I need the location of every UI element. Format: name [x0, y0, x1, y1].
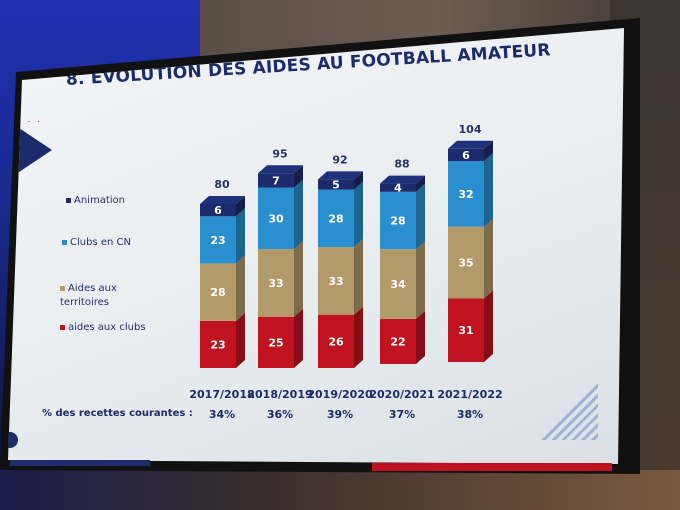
- data-label: 28: [328, 212, 343, 225]
- bar-segment-side: [236, 208, 245, 264]
- bar-segment: [380, 191, 416, 250]
- bar-segment: [318, 314, 354, 368]
- bar-top-face: [318, 171, 363, 180]
- bar-segment: [318, 189, 354, 248]
- legend-item-aides-aux-territoires: Aides aux territoires: [60, 283, 117, 308]
- total-label: 92: [332, 153, 347, 166]
- bar-segment: [258, 316, 294, 368]
- percent-label: 36%: [267, 408, 293, 421]
- bar-segment-side: [484, 290, 493, 362]
- data-label: 33: [268, 277, 283, 290]
- bar-segment-side: [416, 183, 425, 250]
- category-label: 2017/2018: [189, 388, 254, 401]
- bar-segment-side: [354, 239, 363, 315]
- bar-segment: [200, 204, 236, 217]
- percent-label: 37%: [389, 408, 415, 421]
- legend-swatch: [60, 325, 65, 330]
- bar-segment: [258, 187, 294, 250]
- data-label: 23: [210, 338, 225, 351]
- category-label: 2021/2022: [437, 388, 502, 401]
- data-label: 6: [214, 204, 222, 217]
- bar-segment-side: [354, 306, 363, 368]
- percent-label: 34%: [209, 408, 235, 421]
- data-label: 28: [390, 215, 405, 228]
- legend-swatch: [66, 198, 71, 203]
- fff-crest-icon: [8, 432, 18, 448]
- total-label: 88: [394, 158, 409, 171]
- bar-segment-side: [416, 241, 425, 319]
- data-label: 33: [328, 275, 343, 288]
- bar-top-face: [380, 175, 425, 184]
- data-label: 26: [328, 335, 344, 348]
- bar-top-face: [448, 140, 493, 149]
- bar-segment-side: [416, 310, 425, 364]
- legend-swatch: [60, 286, 65, 291]
- bar-segment: [318, 179, 354, 190]
- total-label: 95: [272, 147, 287, 160]
- data-label: 32: [458, 188, 473, 201]
- legend-item-clubs-en-cn: Clubs en CN: [62, 237, 131, 249]
- data-label: 5: [332, 179, 340, 192]
- legend-item-aides-aux-clubs: aides aux clubs: [60, 322, 146, 334]
- legend-item-animation: Animation: [66, 195, 125, 207]
- bar-segment-side: [236, 312, 245, 368]
- percent-label: 38%: [457, 408, 483, 421]
- bar-segment-side: [236, 196, 245, 217]
- bar-segment: [258, 249, 294, 317]
- bar-segment: [448, 226, 484, 299]
- footer-red-bar: [372, 463, 612, 471]
- bar-segment-side: [294, 308, 303, 368]
- bar-top-face: [258, 165, 303, 174]
- bar-segment: [448, 161, 484, 227]
- bar-segment-side: [484, 140, 493, 162]
- bar-segment-side: [484, 153, 493, 227]
- bar-segment-side: [294, 165, 303, 188]
- data-label: 4: [394, 182, 402, 195]
- bar-segment-side: [294, 241, 303, 317]
- data-label: 25: [268, 336, 283, 349]
- bar-segment-side: [354, 171, 363, 190]
- data-label: 7: [272, 174, 280, 187]
- decorative-dots-icon: · · ·: [18, 116, 42, 126]
- bar-segment: [380, 183, 416, 192]
- total-label: 80: [214, 178, 230, 191]
- bar-segment-side: [294, 179, 303, 250]
- bar-segment-side: [484, 218, 493, 299]
- data-label: 6: [462, 149, 470, 162]
- category-label: 2019/2020: [307, 388, 373, 401]
- data-label: 28: [210, 286, 225, 299]
- bar-segment: [318, 247, 354, 315]
- data-label: 30: [268, 212, 284, 225]
- percent-label: 39%: [327, 408, 353, 421]
- bar-segment: [380, 249, 416, 319]
- bar-segment-side: [236, 255, 245, 321]
- bar-segment-side: [416, 175, 425, 192]
- data-label: 22: [390, 335, 405, 348]
- category-label: 2018/2019: [247, 388, 312, 401]
- bar-segment: [200, 216, 236, 264]
- total-label: 104: [459, 123, 482, 136]
- background-floor: [0, 470, 680, 510]
- bar-segment-side: [354, 181, 363, 248]
- percent-of-revenue-label: % des recettes courantes :: [42, 408, 193, 419]
- bar-segment: [200, 320, 236, 368]
- bar-segment: [380, 318, 416, 364]
- bar-segment: [448, 298, 484, 362]
- legend-swatch: [62, 240, 67, 245]
- category-label: 2020/2021: [369, 388, 434, 401]
- data-label: 23: [210, 234, 225, 247]
- data-label: 34: [390, 278, 406, 291]
- bar-segment: [200, 263, 236, 321]
- bar-segment: [258, 173, 294, 188]
- bar-top-face: [200, 196, 245, 204]
- data-label: 35: [458, 257, 473, 270]
- footer-blue-bar: [10, 460, 150, 466]
- bar-segment: [448, 148, 484, 162]
- data-label: 31: [458, 324, 473, 337]
